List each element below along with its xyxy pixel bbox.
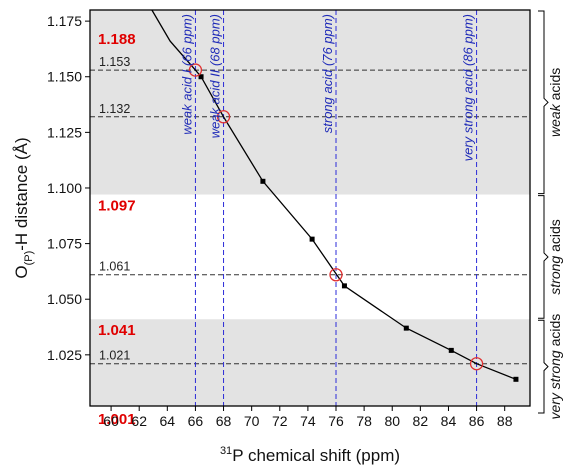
x-tick-label: 68: [216, 413, 232, 429]
x-axis-label-superscript: 31: [220, 445, 232, 457]
region-bracket: [538, 10, 549, 195]
region-label-italic: weak: [547, 103, 563, 137]
x-tick-label: 80: [384, 413, 400, 429]
y-tick-label: 1.100: [47, 180, 82, 196]
y-tick-label: 1.025: [47, 347, 82, 363]
y-axis-label-main: O: [12, 265, 31, 278]
y-tick-label: 1.050: [47, 291, 82, 307]
reference-lines-horizontal: [90, 69, 530, 365]
reference-line-label: 1.021: [99, 349, 130, 363]
highlighted-point: [329, 268, 343, 282]
x-tick-label: 62: [131, 413, 147, 429]
x-tick-label: 64: [160, 413, 176, 429]
y-tick-label: 1.075: [47, 236, 82, 252]
plot-frame: [89, 9, 531, 407]
data-point-marker: [198, 74, 204, 80]
data-point-marker: [448, 347, 454, 353]
vertical-line-label: strong acid (76 ppm): [320, 14, 335, 133]
y-axis-label-subscript: (P): [23, 251, 35, 266]
vertical-line-label: very strong acid (86 ppm): [461, 14, 476, 161]
x-axis-label: 31P chemical shift (ppm): [220, 445, 400, 465]
reference-line-label: 1.061: [99, 260, 130, 274]
data-point-marker: [403, 325, 409, 331]
data-series: [151, 10, 519, 382]
region-bracket: [538, 195, 549, 319]
reference-line-label: 1.153: [99, 55, 130, 69]
vertical-line-label: weak acid I (66 ppm): [179, 14, 194, 135]
y-axis-label: O(P)-H distance (Å): [12, 137, 35, 278]
boundary-value-label: 1.041: [98, 322, 136, 339]
y-tick-label: 1.175: [47, 13, 82, 29]
background-band: [90, 194, 530, 320]
x-tick-label: 86: [469, 413, 485, 429]
x-tick-label: 84: [441, 413, 457, 429]
region-bracket: [538, 319, 549, 414]
boundary-value-label: 1.001: [98, 411, 136, 428]
vertical-line-label: weak acid II (68 ppm): [208, 14, 223, 138]
region-label: very strong acids: [547, 314, 563, 420]
highlighted-point: [216, 110, 231, 124]
x-tick-label: 78: [356, 413, 372, 429]
data-point-marker: [513, 376, 519, 382]
background-bands: [90, 10, 530, 406]
axes: 60 62 64 66 68 70 72 74 76 78 80 82 84 86 88 1.025 1.050…: [47, 13, 513, 429]
highlighted-point: [188, 63, 203, 77]
y-tick-label: 1.125: [47, 124, 82, 140]
y-tick-label: 1.150: [47, 69, 82, 85]
background-band: [90, 319, 530, 406]
x-tick-label: 82: [413, 413, 429, 429]
region-label-italic: very strong: [547, 350, 563, 419]
data-point-marker: [309, 236, 315, 242]
x-axis-label-text: P chemical shift (ppm): [232, 446, 400, 465]
x-tick-label: 72: [272, 413, 288, 429]
region-label: weak acids: [547, 68, 563, 137]
data-point-marker: [260, 178, 266, 184]
region-label-suffix: acids: [547, 314, 563, 351]
region-label-suffix: acids: [547, 68, 563, 105]
reference-line-label: 1.132: [99, 102, 130, 116]
background-band: [90, 10, 530, 195]
annotation-labels: 1.153 1.132 1.061 1.021 1.188 1.097 1.041 1.001…: [98, 14, 476, 428]
x-tick-label: 66: [188, 413, 204, 429]
region-label-suffix: acids: [547, 219, 563, 256]
data-point-marker: [341, 283, 347, 289]
region-label-italic: strong: [547, 256, 563, 295]
y-axis-label-rest: -H distance (Å): [12, 137, 31, 250]
x-tick-label: 70: [244, 413, 260, 429]
x-tick-label: 74: [300, 413, 316, 429]
x-tick-label: 76: [328, 413, 344, 429]
region-label: strong acids: [547, 219, 563, 295]
boundary-value-label: 1.188: [98, 31, 136, 48]
boundary-value-label: 1.097: [98, 198, 136, 215]
highlighted-point: [469, 357, 484, 371]
x-tick-label: 88: [497, 413, 513, 429]
x-tick-label: 60: [103, 413, 119, 429]
